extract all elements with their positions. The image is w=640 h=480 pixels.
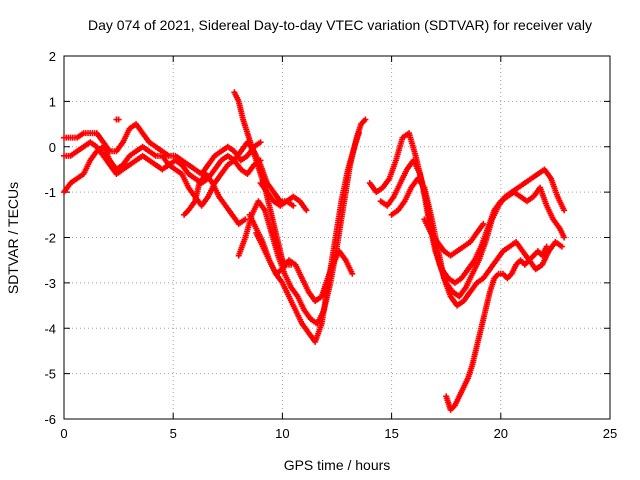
data-point [480, 220, 487, 227]
x-tick-label: 15 [384, 426, 398, 441]
series-track-d [181, 170, 249, 227]
x-tick-label: 25 [603, 426, 617, 441]
y-tick-label: -4 [44, 321, 56, 336]
data-markers [61, 89, 568, 413]
y-tick-label: -2 [44, 231, 56, 246]
y-tick-label: 1 [49, 94, 56, 109]
chart-title: Day 074 of 2021, Sidereal Day-to-day VTE… [88, 17, 592, 33]
series-track-h [253, 130, 362, 345]
x-tick-label: 5 [170, 426, 177, 441]
axis-ticks: 0 5 10 15 20 25 -6 -5 -4 -3 -2 -1 0 1 2 [44, 49, 617, 441]
x-axis-label: GPS time / hours [284, 457, 391, 473]
y-axis-label: SDTVAR / TECUs [5, 182, 21, 294]
series-track-n [443, 243, 550, 413]
data-point [242, 216, 249, 223]
data-point [543, 243, 550, 250]
data-point [561, 207, 568, 214]
x-tick-label: 10 [275, 426, 289, 441]
data-point [257, 139, 264, 146]
data-point [355, 130, 362, 137]
data-point [303, 207, 310, 214]
y-tick-label: 0 [49, 140, 56, 155]
y-tick-label: -1 [44, 185, 56, 200]
x-tick-label: 0 [60, 426, 67, 441]
y-tick-label: -5 [44, 367, 56, 382]
series-track-m [421, 216, 487, 259]
data-point [561, 234, 568, 241]
series-track-b [61, 139, 264, 187]
series-track-c [61, 121, 264, 177]
data-point [349, 270, 356, 277]
series-track-i [257, 180, 310, 214]
x-tick-label: 20 [494, 426, 508, 441]
series-track-k [377, 157, 568, 300]
data-point [362, 116, 369, 123]
data-point [558, 243, 565, 250]
y-tick-label: -3 [44, 276, 56, 291]
series-track-l [388, 175, 565, 309]
data-point [115, 116, 122, 123]
series-track-o [113, 116, 122, 123]
data-point [290, 202, 297, 209]
y-tick-label: -6 [44, 412, 56, 427]
y-tick-label: 2 [49, 49, 56, 64]
